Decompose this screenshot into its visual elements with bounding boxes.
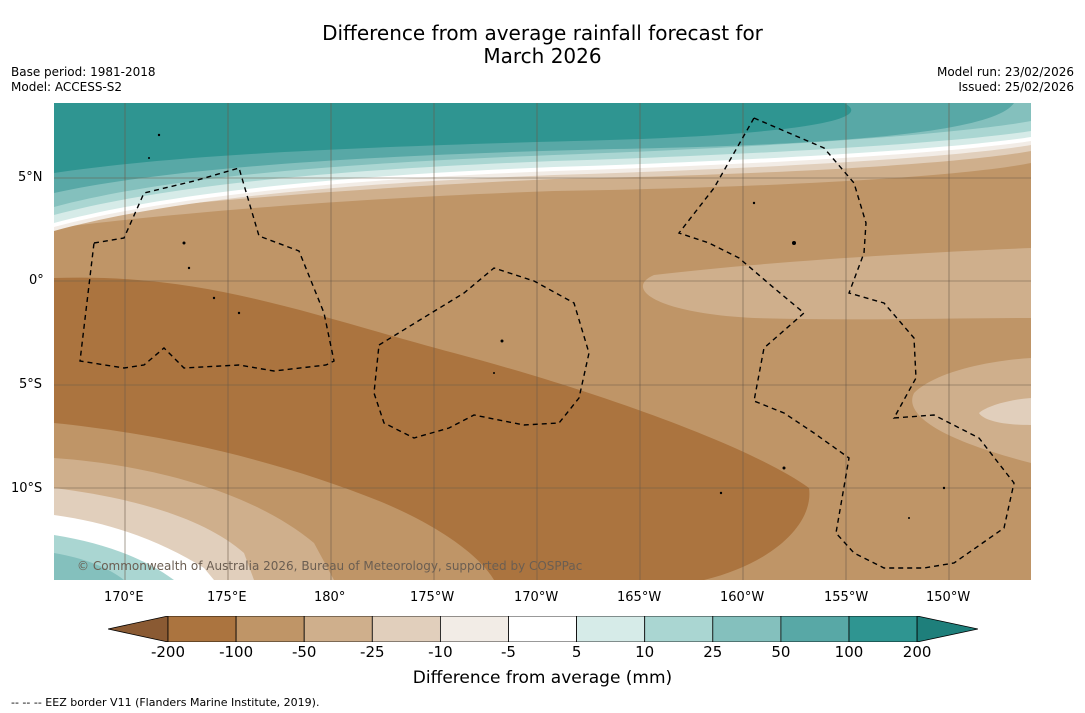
lat-label-5n: 5°N [18,170,43,185]
issued-date: Issued: 25/02/2026 [958,80,1074,94]
map-title-line1: Difference from average rainfall forecas… [322,21,763,45]
colorbar-tick-label: 50 [771,643,791,661]
colorbar-tick-label: -200 [150,643,186,661]
model-run: Model run: 23/02/2026 [936,65,1074,79]
band-minus25-southeast [912,358,1031,463]
colorbar-tick-label: 200 [902,643,932,661]
lon-label-170e: 170°E [104,590,144,605]
lon-label-175e: 175°E [207,590,247,605]
rainfall-anomaly-map [54,103,1031,580]
lon-label-170w: 170°W [514,590,559,605]
lat-label-0: 0° [29,273,44,288]
eez-border-kiribati [677,117,1015,569]
eez-borders [79,117,1015,569]
lat-label-10s: 10°S [11,481,43,496]
eez-legend-note: -- -- -- EEZ border V11 (Flanders Marine… [11,696,320,709]
band-minus25-east [642,248,1031,320]
base-period: Base period: 1981-2018 [11,65,156,79]
model-name: Model: ACCESS-S2 [11,80,123,94]
lon-label-160w: 160°W [720,590,765,605]
band-plus100-north [54,103,852,173]
colorbar-swatch [508,616,577,642]
colorbar-extend-low [108,616,169,642]
colorbar-swatch [167,616,237,642]
colorbar-swatch [371,616,441,642]
colorbar-swatch [848,616,918,642]
colorbar-tick-label: 100 [834,643,864,661]
colorbar-swatch [235,616,305,642]
colorbar-tick-label: 10 [635,643,655,661]
colorbar-swatches [108,616,978,642]
colorbar-label: Difference from average (mm) [412,668,673,688]
colorbar-extend-high [916,616,978,642]
colorbar-tick-label: 5 [571,643,582,661]
colorbar-tick-label: -100 [219,643,254,661]
lon-label-165w: 165°W [617,590,662,605]
colorbar-swatch [303,616,373,642]
band-plus25-southwest [54,553,124,580]
colorbar-swatch [644,616,714,642]
map-graticule [54,103,1031,580]
colorbar-swatch [576,616,646,642]
colorbar-swatch [712,616,782,642]
lon-label-175w: 175°W [410,590,455,605]
colorbar-tick-label: -10 [428,643,453,661]
map-title-line2: March 2026 [483,44,602,68]
band-minus10-southeast [979,398,1031,425]
colorbar-swatch [439,616,509,642]
lon-label-155w: 155°W [824,590,869,605]
lon-label-180: 180° [314,590,346,605]
colorbar-tick-label: -5 [501,643,516,661]
island-markers [148,133,946,519]
colorbar-tick-label: -50 [291,643,317,661]
copyright-notice: © Commonwealth of Australia 2026, Bureau… [77,559,583,573]
lat-label-5s: 5°S [19,377,43,392]
colorbar-swatch [780,616,850,642]
colorbar [108,616,978,642]
lon-label-150w: 150°W [926,590,971,605]
colorbar-tick-label: 25 [703,643,723,661]
colorbar-tick-label: -25 [360,643,385,661]
